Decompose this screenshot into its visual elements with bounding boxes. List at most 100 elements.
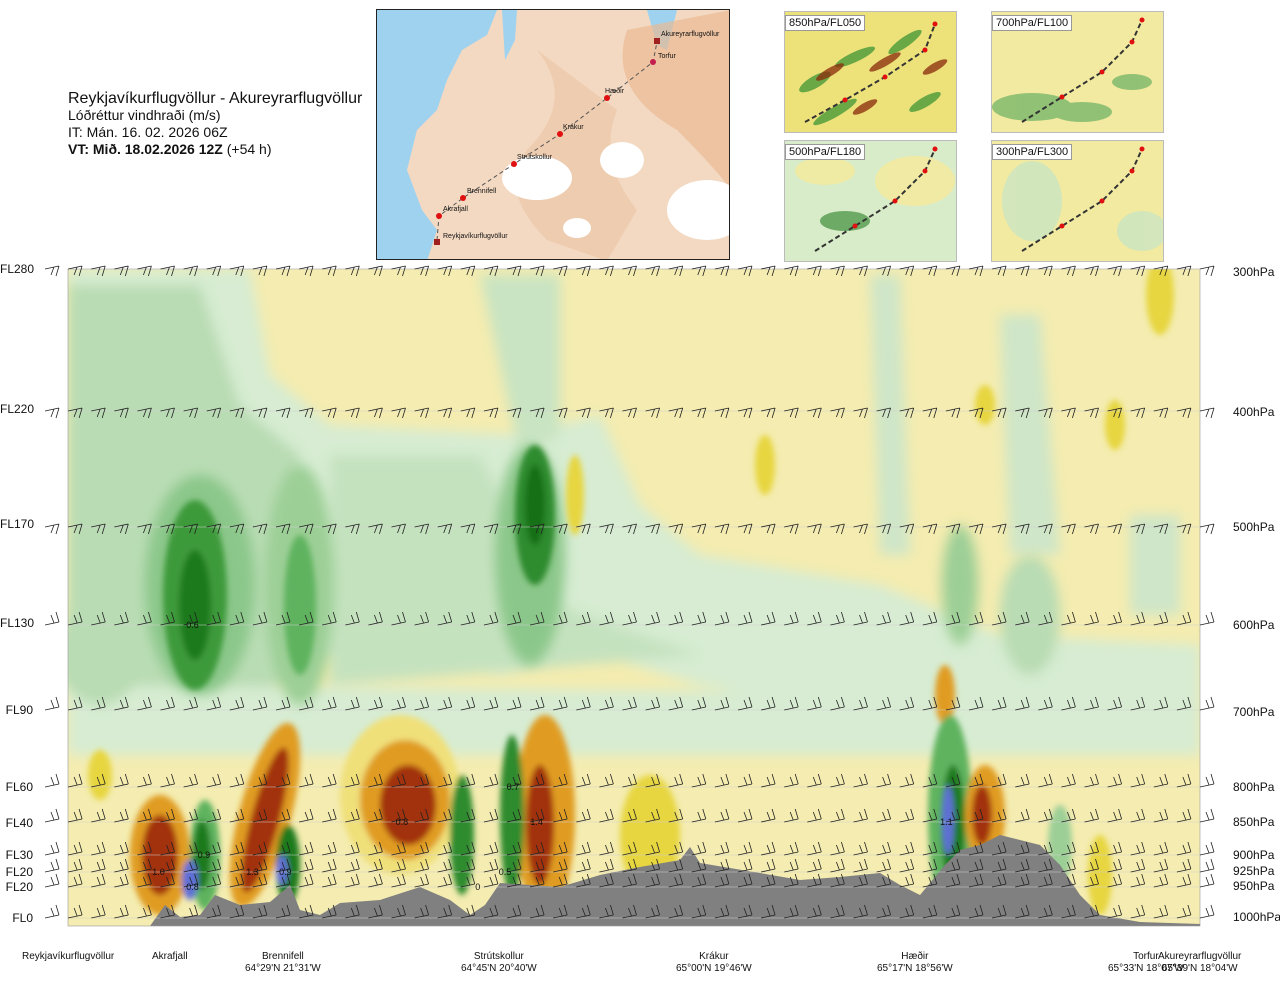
wind-barb — [322, 407, 337, 419]
wind-barb — [137, 407, 152, 419]
thumbnail-500hpa[interactable]: 500hPa/FL180 — [784, 140, 957, 262]
wind-barb — [206, 407, 222, 419]
wind-barb — [1061, 841, 1076, 856]
wind-barb — [391, 858, 406, 873]
wind-barb — [553, 696, 568, 711]
wind-barb — [391, 808, 406, 823]
wind-barb — [137, 696, 152, 711]
wind-barb — [668, 904, 684, 919]
wind-barb — [945, 611, 961, 626]
wind-barb — [761, 873, 776, 888]
wind-barb — [1038, 808, 1053, 823]
wind-barb — [460, 873, 476, 888]
hpa-label: 1000hPa — [1233, 910, 1280, 924]
wind-barb — [1038, 841, 1053, 856]
wind-barb — [137, 523, 152, 535]
wind-barb — [668, 265, 684, 277]
wind-barb — [853, 611, 868, 626]
wind-barb — [737, 841, 753, 856]
wind-barb — [391, 841, 406, 856]
wind-barb — [44, 265, 60, 277]
wind-barb — [761, 611, 776, 626]
wind-barb — [645, 265, 660, 277]
station-reykjavik: Reykjavíkurflugvöllur — [22, 951, 114, 963]
wind-barb — [299, 873, 314, 888]
map-marker-akrafjall — [436, 213, 442, 219]
wind-barb — [229, 841, 245, 856]
station-name: Hæðir — [901, 951, 929, 962]
wind-barb — [460, 841, 476, 856]
wind-barb — [1199, 773, 1215, 788]
wind-barb — [44, 696, 60, 711]
wind-barb — [992, 858, 1007, 873]
wind-barb — [1199, 407, 1215, 419]
wind-barb — [460, 773, 476, 788]
wind-barb — [1015, 773, 1030, 788]
wind-barb — [183, 873, 198, 888]
wind-barb — [506, 808, 522, 823]
wind-barb — [1130, 873, 1146, 888]
wind-barb — [322, 265, 337, 277]
fl-label: FL0 — [12, 911, 33, 925]
wind-barb — [160, 904, 175, 919]
wind-barb — [1199, 858, 1215, 873]
wind-barb — [506, 696, 522, 711]
wind-barb — [391, 523, 406, 535]
wind-barb — [553, 773, 568, 788]
wind-barb — [506, 523, 522, 535]
wind-barb — [114, 841, 129, 856]
wind-barb — [1061, 523, 1076, 535]
wind-barb — [761, 808, 776, 823]
wind-barb — [1015, 858, 1030, 873]
wind-barb — [714, 523, 730, 535]
wind-barb — [229, 773, 245, 788]
wind-barb — [530, 407, 545, 419]
wind-barb — [1038, 873, 1053, 888]
wind-barb — [691, 407, 707, 419]
map-marker-brennifell — [460, 195, 466, 201]
fl-label: FL170 — [0, 517, 35, 531]
wind-barb — [714, 808, 730, 823]
wind-barb — [137, 808, 152, 823]
station-name: Akrafjall — [152, 951, 188, 962]
route-map[interactable]: Akureyrarflugvöllur Torfur Hæðir Krákur … — [376, 9, 730, 260]
station-name: Akureyrarflugvöllur — [1158, 951, 1242, 962]
thumbnail-700hpa[interactable]: 700hPa/FL100 — [991, 11, 1164, 133]
station-coord: 65°00'N 19°46'W — [676, 963, 752, 974]
wind-barb — [114, 773, 129, 788]
wind-barb — [1038, 265, 1053, 277]
wind-barb — [44, 523, 60, 535]
wind-barb — [114, 873, 129, 888]
wind-barb — [414, 858, 429, 873]
wind-barb — [460, 523, 476, 535]
wind-barb — [576, 407, 591, 419]
wind-barb — [137, 904, 152, 919]
value-label: 0 — [475, 882, 480, 892]
wind-barb — [876, 904, 891, 919]
station-akrafjall: Akrafjall — [152, 951, 188, 963]
fl-label: FL130 — [0, 616, 35, 630]
wind-barb — [1084, 808, 1099, 823]
wind-barb — [68, 841, 83, 856]
wind-barb — [668, 611, 684, 626]
thumbnail-300hpa[interactable]: 300hPa/FL300 — [991, 140, 1164, 262]
wind-barb — [1061, 904, 1076, 919]
thumbnail-850hpa-label: 850hPa/FL050 — [785, 15, 866, 31]
wind-barb — [622, 904, 637, 919]
wind-barb — [160, 858, 175, 873]
wind-barb — [1107, 523, 1122, 535]
wind-barb — [668, 858, 684, 873]
wind-barb — [1153, 904, 1169, 919]
wind-barb — [784, 808, 799, 823]
station-name: Reykjavíkurflugvöllur — [22, 951, 115, 962]
wind-barb — [414, 611, 429, 626]
wind-barb — [992, 904, 1007, 919]
wind-barb — [391, 265, 406, 277]
thumbnail-850hpa[interactable]: 850hPa/FL050 — [784, 11, 957, 133]
wind-barb — [229, 611, 245, 626]
wind-barb — [761, 523, 776, 535]
wind-barb — [992, 696, 1007, 711]
station-coord: 64°45'N 20°40'W — [461, 963, 537, 974]
wind-barb — [1084, 841, 1099, 856]
wind-barb — [668, 773, 684, 788]
